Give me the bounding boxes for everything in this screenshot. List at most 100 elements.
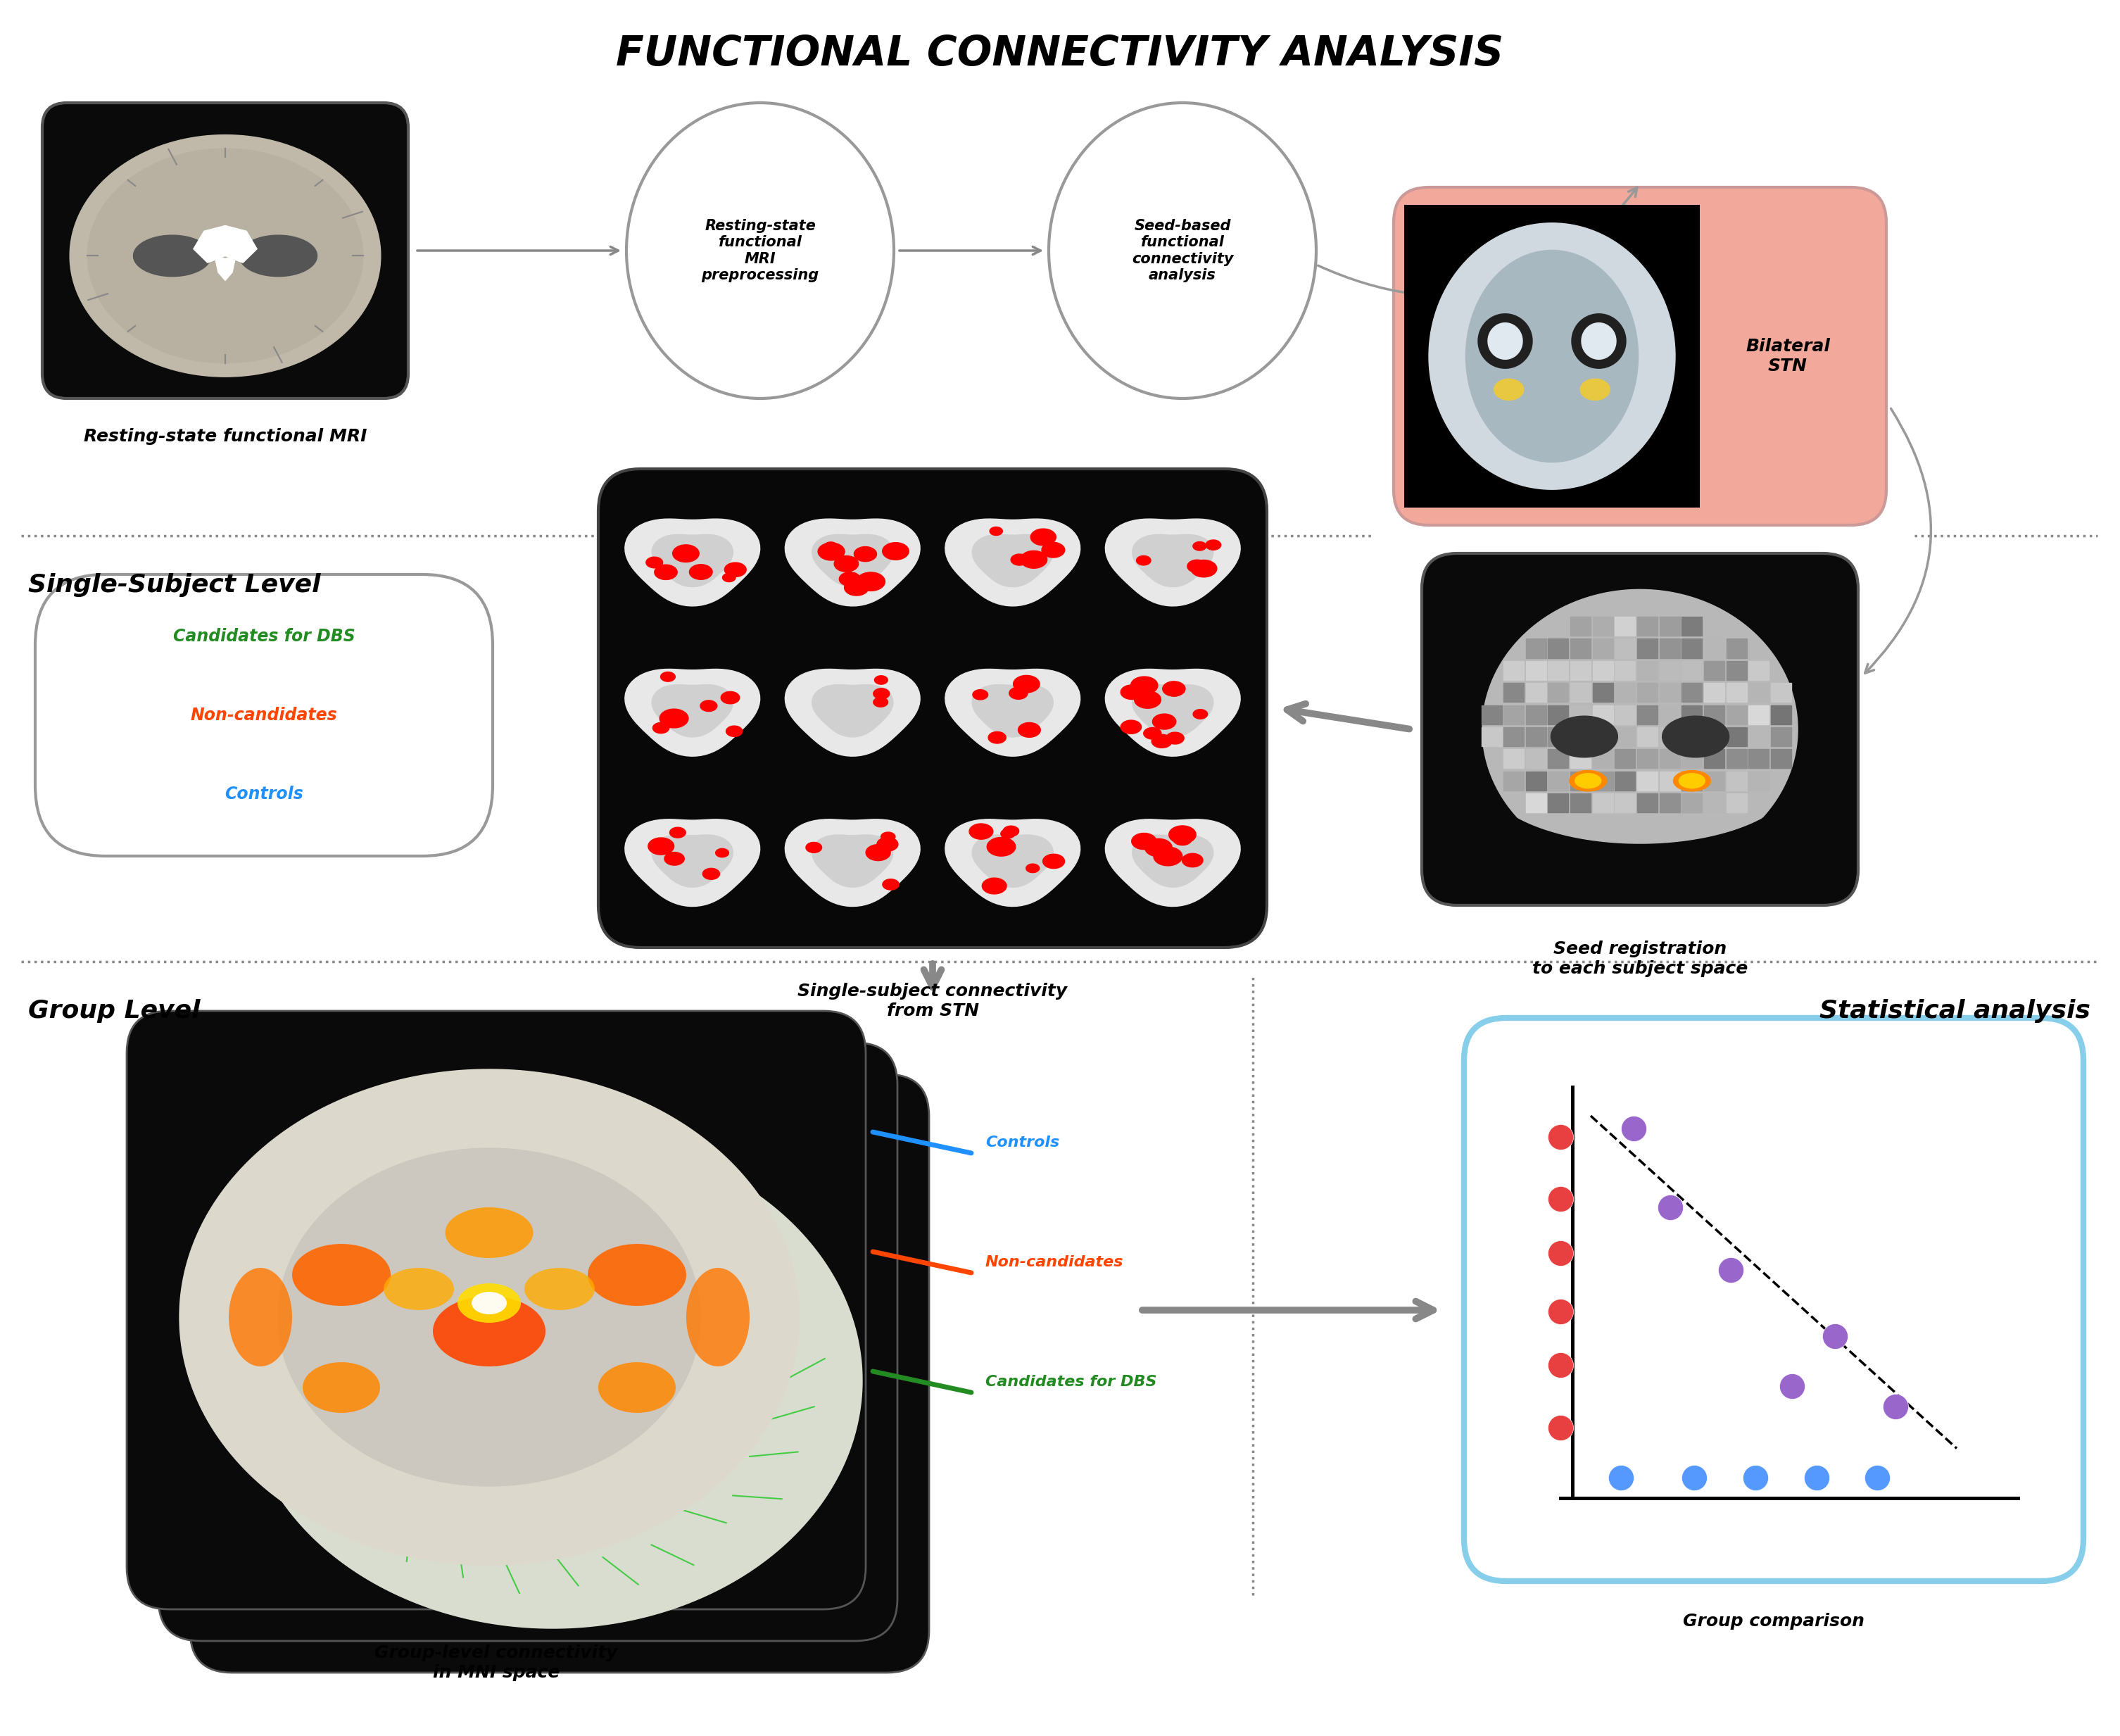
Polygon shape — [1749, 682, 1768, 701]
Polygon shape — [1726, 639, 1747, 658]
Polygon shape — [873, 698, 888, 707]
Polygon shape — [1704, 750, 1724, 769]
Polygon shape — [1592, 793, 1613, 812]
Ellipse shape — [445, 1207, 532, 1259]
Polygon shape — [700, 700, 717, 712]
Polygon shape — [988, 837, 1015, 856]
Text: Resting-state functional MRI: Resting-state functional MRI — [83, 429, 367, 444]
Polygon shape — [1526, 793, 1545, 812]
Polygon shape — [865, 844, 890, 861]
Polygon shape — [1571, 793, 1590, 812]
Polygon shape — [1571, 771, 1590, 790]
Polygon shape — [1403, 205, 1700, 507]
Polygon shape — [1009, 687, 1028, 700]
Polygon shape — [1166, 686, 1183, 696]
Ellipse shape — [471, 1292, 507, 1314]
Polygon shape — [1637, 793, 1658, 812]
Polygon shape — [1172, 833, 1191, 845]
Polygon shape — [1637, 727, 1658, 746]
Polygon shape — [702, 868, 719, 880]
Polygon shape — [1194, 542, 1206, 550]
Polygon shape — [1704, 727, 1724, 746]
Polygon shape — [1495, 378, 1524, 399]
Polygon shape — [659, 708, 689, 727]
Polygon shape — [818, 543, 844, 561]
Polygon shape — [1548, 771, 1569, 790]
Polygon shape — [1749, 727, 1768, 746]
Polygon shape — [988, 733, 1007, 743]
Polygon shape — [214, 255, 235, 281]
Polygon shape — [973, 689, 988, 700]
Polygon shape — [1548, 705, 1569, 724]
Ellipse shape — [625, 102, 895, 399]
Polygon shape — [1681, 661, 1702, 681]
Text: Resting-state
functional
MRI
preprocessing: Resting-state functional MRI preprocessi… — [702, 219, 818, 283]
Polygon shape — [1018, 722, 1041, 738]
Polygon shape — [1726, 750, 1747, 769]
Polygon shape — [725, 726, 742, 736]
Polygon shape — [973, 535, 1054, 587]
Polygon shape — [1660, 661, 1679, 681]
Polygon shape — [1704, 793, 1724, 812]
Polygon shape — [833, 556, 859, 571]
Text: Statistical analysis: Statistical analysis — [1819, 998, 2090, 1023]
Polygon shape — [721, 691, 740, 703]
Polygon shape — [1660, 682, 1679, 701]
Polygon shape — [1571, 616, 1590, 635]
Polygon shape — [1132, 833, 1155, 849]
Polygon shape — [1183, 854, 1202, 866]
Polygon shape — [134, 234, 212, 276]
Polygon shape — [1726, 661, 1747, 681]
Polygon shape — [1206, 540, 1221, 550]
Polygon shape — [1615, 661, 1635, 681]
Polygon shape — [1571, 705, 1590, 724]
Polygon shape — [1026, 865, 1039, 873]
Polygon shape — [1132, 835, 1213, 887]
Polygon shape — [244, 1132, 863, 1628]
Polygon shape — [1726, 682, 1747, 701]
Ellipse shape — [598, 1363, 676, 1413]
Polygon shape — [1571, 314, 1626, 368]
Polygon shape — [1482, 590, 1798, 844]
Polygon shape — [1681, 771, 1702, 790]
Polygon shape — [1770, 750, 1791, 769]
Polygon shape — [193, 226, 257, 262]
Polygon shape — [1679, 774, 1704, 788]
Polygon shape — [653, 535, 734, 587]
Polygon shape — [1615, 616, 1635, 635]
Polygon shape — [1660, 616, 1679, 635]
Polygon shape — [1660, 771, 1679, 790]
Polygon shape — [1013, 675, 1039, 693]
Text: Bilateral
STN: Bilateral STN — [1745, 339, 1830, 375]
Polygon shape — [969, 823, 992, 838]
Polygon shape — [1548, 682, 1569, 701]
Polygon shape — [664, 852, 685, 865]
Ellipse shape — [293, 1245, 390, 1305]
Polygon shape — [806, 842, 823, 852]
Polygon shape — [1615, 727, 1635, 746]
Polygon shape — [1704, 639, 1724, 658]
Polygon shape — [784, 519, 920, 606]
FancyBboxPatch shape — [36, 575, 492, 856]
Polygon shape — [784, 668, 920, 757]
Polygon shape — [1526, 771, 1545, 790]
Polygon shape — [1681, 705, 1702, 724]
Polygon shape — [666, 710, 687, 724]
Polygon shape — [812, 684, 893, 738]
FancyBboxPatch shape — [191, 1075, 929, 1674]
Polygon shape — [812, 835, 893, 887]
Polygon shape — [1637, 682, 1658, 701]
Polygon shape — [1030, 529, 1056, 545]
Polygon shape — [1660, 793, 1679, 812]
Polygon shape — [1191, 561, 1217, 576]
Polygon shape — [1194, 710, 1208, 719]
Polygon shape — [1526, 639, 1545, 658]
Polygon shape — [1579, 378, 1609, 399]
Polygon shape — [1105, 819, 1240, 906]
Ellipse shape — [229, 1267, 293, 1366]
Polygon shape — [873, 689, 890, 700]
Polygon shape — [1592, 661, 1613, 681]
Polygon shape — [825, 542, 837, 550]
Polygon shape — [1001, 830, 1015, 838]
Polygon shape — [1637, 639, 1658, 658]
